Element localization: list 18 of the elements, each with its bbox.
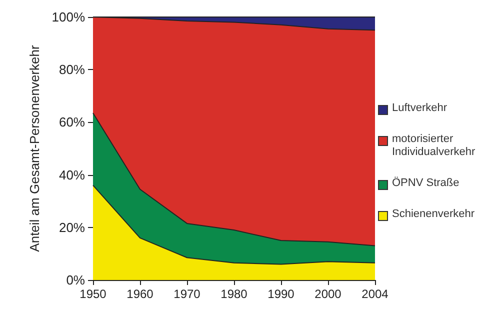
x-tick-label: 1980 [220,287,248,301]
y-tick-label: 100% [52,10,86,24]
legend-label: ÖPNV Straße [392,176,460,190]
legend-label: Schienenverkehr [392,208,475,220]
y-tick-label: 60% [58,114,86,130]
y-tick-label: 40% [58,167,86,182]
x-tick-label: 1970 [174,287,201,301]
x-tick-label: 2000 [314,287,342,301]
x-tick-label: 1960 [126,287,154,301]
x-tick-label: 1990 [268,287,295,301]
legend-label: Luftverkehr [392,102,448,114]
y-tick-label: 0% [66,272,86,288]
x-tick-label: 2004 [362,287,389,301]
y-tick-label: 20% [58,220,86,235]
x-tick-label: 1950 [80,287,107,301]
series-label: motorisierter Individualverkehr [392,132,476,158]
y-tick-label: 80% [58,62,86,78]
y-axis-title: Anteil am Gesamt-Personenverkehr [26,44,42,252]
